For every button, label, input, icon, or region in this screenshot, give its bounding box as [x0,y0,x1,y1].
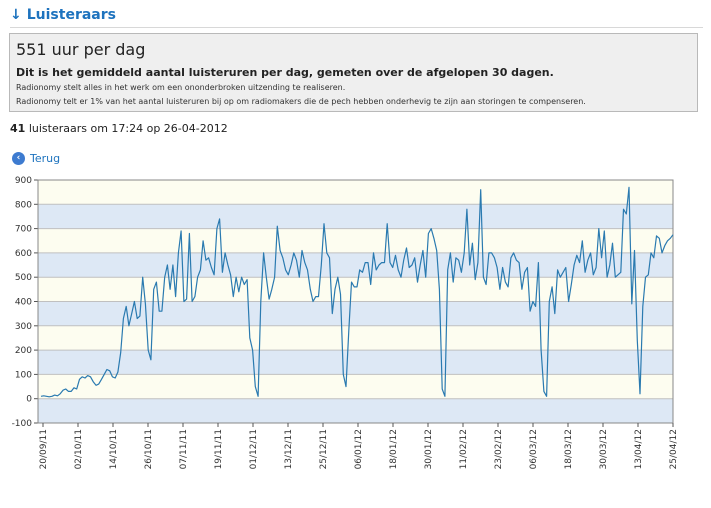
x-tick-label: 19/11/11 [214,429,224,469]
back-arrow-icon: ‹ [12,152,25,165]
x-tick-label: 14/10/11 [109,429,119,469]
current-listeners: 41 luisteraars om 17:24 op 26-04-2012 [10,122,228,135]
x-tick-label: 06/03/12 [529,429,539,469]
back-link[interactable]: ‹ Terug [12,152,60,165]
x-tick-label: 18/01/12 [389,429,399,469]
chart-band [38,228,673,253]
y-tick-label: 900 [15,176,32,186]
listener-count: 41 [10,122,26,135]
x-tick-label: 25/12/11 [319,429,329,469]
section-title[interactable]: Luisteraars [26,7,116,23]
x-tick-label: 30/03/12 [599,429,609,469]
x-tick-label: 20/09/11 [39,429,49,469]
back-label[interactable]: Terug [30,152,61,165]
x-tick-label: 30/01/12 [424,429,434,469]
listeners-line-chart: -100 0 100 200 300 400 500 600 700 800 900 20/09/11… [12,176,679,469]
chart-band [38,325,673,351]
x-tick-label: 26/10/11 [144,429,154,469]
note-compensation: Radionomy telt er 1% van het aantal luis… [16,97,586,106]
chart-band [38,398,673,423]
y-tick-label: -100 [12,419,33,429]
chart-band [38,277,673,302]
y-tick-label: 300 [15,322,32,332]
y-tick-label: 0 [26,395,32,405]
x-tick-label: 07/11/11 [179,429,189,469]
info-box: 551 uur per dag Dit is het gemiddeld aan… [9,33,698,112]
y-tick-label: 500 [15,273,32,283]
y-tick-label: 400 [15,298,32,308]
x-tick-label: 18/03/12 [564,429,574,469]
note-uninterrupted: Radionomy stelt alles in het werk om een… [16,83,346,92]
series-line [40,186,674,398]
x-tick-label: 25/04/12 [669,429,679,469]
average-hours-headline: 551 uur per dag [16,40,146,59]
y-tick-label: 700 [15,225,32,235]
chart-band [38,350,673,375]
y-tick-label: 600 [15,249,32,259]
arrow-down-icon: ↓ [10,7,22,23]
x-tick-label: 13/04/12 [634,429,644,469]
plot-frame [37,179,674,424]
chart-band [38,301,673,326]
y-tick-label: 800 [15,200,32,210]
x-tick-label: 01/12/11 [249,429,259,469]
x-tick-label: 23/02/12 [494,429,504,469]
average-description: Dit is het gemiddeld aantal luisteruren … [16,66,554,79]
chart-band [38,252,673,278]
section-header[interactable]: ↓ Luisteraars [10,7,116,23]
x-tick-label: 06/01/12 [354,429,364,469]
y-tick-label: 200 [15,346,32,356]
chart-band [38,180,673,205]
chart-band [38,374,673,399]
x-tick-label: 02/10/11 [74,429,84,469]
listener-text: luisteraars om 17:24 op 26-04-2012 [28,122,228,135]
chart-band [38,204,673,229]
y-tick-label: 100 [15,370,32,380]
x-tick-label: 11/02/12 [459,429,469,469]
header-divider [10,27,703,28]
x-tick-label: 13/12/11 [284,429,294,469]
